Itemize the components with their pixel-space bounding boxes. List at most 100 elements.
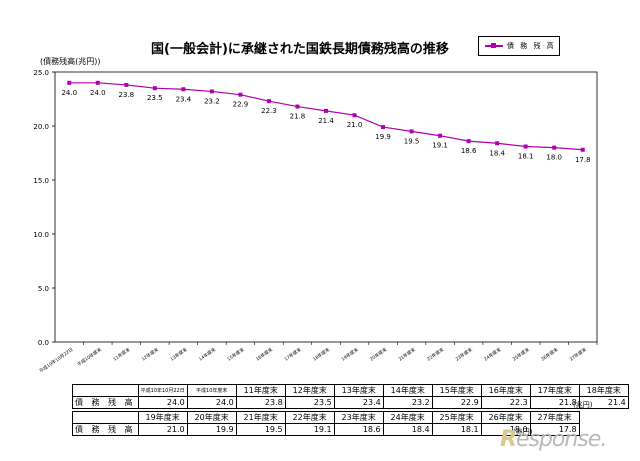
data-label: 21.0: [347, 121, 363, 129]
unit-label-upper: (兆円): [573, 401, 593, 409]
data-label: 23.2: [204, 97, 220, 105]
data-point: [67, 80, 72, 85]
y-tick-label: 0.0: [38, 339, 49, 347]
table-value-cell: 18.6: [333, 423, 384, 436]
x-tick-label: 25年度末: [511, 346, 531, 363]
data-point: [466, 139, 471, 144]
table-value-cell: 19.5: [235, 423, 286, 436]
x-tick-label: 12年度末: [140, 346, 160, 363]
x-tick-label: 21年度末: [397, 346, 417, 363]
table-header-cell: 20年度末: [186, 411, 237, 424]
data-label: 23.8: [119, 91, 135, 99]
x-tick-label: 17年度末: [283, 346, 303, 363]
data-point: [552, 145, 557, 150]
data-point: [352, 113, 357, 118]
data-label: 19.9: [375, 133, 391, 141]
data-label: 21.8: [290, 113, 306, 121]
data-label: 24.0: [90, 89, 106, 97]
table-row-label: 債 務 残 高: [72, 423, 139, 436]
data-point: [238, 92, 243, 97]
watermark-logo: Response.: [500, 427, 607, 452]
table-header-cell: 13年度末: [333, 384, 384, 397]
table-header-row: 平成10年10月22日 平成10年度末 11年度末 12年度末 13年度末 14年度末 15…: [72, 384, 629, 397]
x-tick-label: 27年度末: [568, 346, 588, 363]
y-tick-label: 5.0: [38, 285, 49, 293]
table-header-cell: 15年度末: [431, 384, 482, 397]
data-point: [438, 133, 443, 138]
unit-label-lower: (兆円): [513, 428, 533, 436]
table-value-cell: 23.2: [382, 396, 433, 409]
x-tick-label: 平成10年10月22日: [38, 346, 75, 374]
data-label: 19.5: [404, 137, 420, 145]
x-tick-label: 19年度末: [340, 346, 360, 363]
table-row-label: 債 務 残 高: [72, 396, 139, 409]
y-axis-label: (債務残高(兆円)): [40, 57, 101, 66]
x-tick-label: 26年度末: [540, 346, 560, 363]
table-value-cell: 18.0: [480, 423, 531, 436]
table-header-row: 19年度末 20年度末 21年度末 22年度末 23年度末 24年度末 25年度末 26年度末…: [72, 411, 580, 424]
table-value-cell: 22.9: [431, 396, 482, 409]
data-point: [124, 82, 129, 87]
data-label: 18.4: [489, 149, 505, 157]
table-header-cell: 21年度末: [235, 411, 286, 424]
table-header-cell: 12年度末: [284, 384, 335, 397]
x-tick-label: 平成10年度末: [76, 346, 104, 368]
data-label: 24.0: [61, 89, 77, 97]
table-header-cell: 19年度末: [137, 411, 188, 424]
table-header-cell: 16年度末: [480, 384, 531, 397]
table-value-cell: 17.8: [529, 423, 580, 436]
table-header-cell: 18年度末: [578, 384, 629, 397]
table-header-cell: 14年度末: [382, 384, 433, 397]
table-corner-cell: [72, 384, 139, 397]
table-corner-cell: [72, 411, 139, 424]
x-tick-label: 20年度末: [368, 346, 388, 363]
x-tick-label: 13年度末: [169, 346, 189, 363]
y-tick-label: 15.0: [33, 177, 49, 185]
x-tick-label: 23年度末: [454, 346, 474, 363]
table-header-cell: 22年度末: [284, 411, 335, 424]
data-label: 23.5: [147, 94, 163, 102]
table-value-cell: 19.1: [284, 423, 335, 436]
data-label: 19.1: [432, 142, 448, 150]
table-value-cell: 22.3: [480, 396, 531, 409]
data-point: [209, 89, 214, 94]
table-header-cell: 24年度末: [382, 411, 433, 424]
data-label: 21.4: [318, 117, 334, 125]
table-header-cell: 27年度末: [529, 411, 580, 424]
x-tick-label: 15年度末: [226, 346, 246, 363]
table-value-cell: 23.8: [235, 396, 286, 409]
data-point: [266, 99, 271, 104]
data-label: 18.0: [546, 154, 562, 162]
plot-area-frame: [54, 71, 598, 343]
table-value-cell: 18.1: [431, 423, 482, 436]
data-point: [523, 144, 528, 149]
x-tick-label: 14年度末: [197, 346, 217, 363]
table-value-cell: 23.4: [333, 396, 384, 409]
table-value-cell: 21.8: [529, 396, 580, 409]
x-tick-label: 24年度末: [483, 346, 503, 363]
table-value-cell: 21.0: [137, 423, 188, 436]
data-point: [95, 80, 100, 85]
y-tick-label: 10.0: [33, 231, 49, 239]
data-label: 17.8: [575, 156, 591, 164]
data-table-upper: 平成10年10月22日 平成10年度末 11年度末 12年度末 13年度末 14年度末 15…: [72, 384, 629, 409]
data-label: 22.9: [233, 101, 249, 109]
data-label: 18.6: [461, 147, 477, 155]
table-header-cell: 25年度末: [431, 411, 482, 424]
table-value-cell: 18.4: [382, 423, 433, 436]
line-chart: 0.0 5.0 10.0 15.0 20.0 25.0 平成10年10月22日 平成10年度末…: [33, 69, 598, 374]
table-header-cell: 11年度末: [235, 384, 286, 397]
chart-title: 国(一般会計)に承継された国鉄長期債務残高の推移: [151, 42, 449, 57]
x-tick-label: 18年度末: [311, 346, 331, 363]
table-value-row: 債 務 残 高 21.0 19.9 19.5 19.1 18.6 18.4 18.1 18.0 1…: [72, 423, 580, 436]
data-point: [409, 129, 414, 134]
data-label: 18.1: [518, 153, 534, 161]
legend-label: 債 務 残 高: [507, 42, 556, 50]
data-label: 22.3: [261, 107, 277, 115]
y-tick-label: 20.0: [33, 123, 49, 131]
data-point: [495, 141, 500, 146]
table-value-cell: 23.5: [284, 396, 335, 409]
data-point: [324, 108, 328, 113]
table-header-cell: 17年度末: [529, 384, 580, 397]
data-point: [181, 87, 186, 92]
